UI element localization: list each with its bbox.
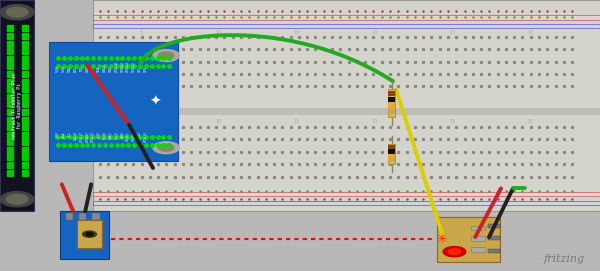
Bar bbox=[93, 192, 600, 196]
Text: 20: 20 bbox=[372, 120, 378, 124]
Text: 5: 5 bbox=[139, 120, 143, 124]
Bar bbox=[93, 201, 600, 205]
Bar bbox=[388, 144, 395, 164]
Text: 10: 10 bbox=[216, 30, 222, 35]
Text: CLK: CLK bbox=[91, 66, 95, 72]
Text: 25: 25 bbox=[450, 120, 456, 124]
Text: SCLK: SCLK bbox=[115, 131, 119, 139]
Text: 5: 5 bbox=[139, 30, 143, 35]
Text: 5.0V: 5.0V bbox=[62, 65, 66, 72]
Bar bbox=[388, 150, 395, 153]
Bar bbox=[472, 237, 485, 241]
Circle shape bbox=[443, 247, 466, 257]
Text: 25: 25 bbox=[450, 30, 456, 35]
Text: 5.0V: 5.0V bbox=[56, 65, 60, 72]
Text: GPIO24: GPIO24 bbox=[127, 61, 130, 72]
Text: SDA: SDA bbox=[62, 131, 66, 138]
Text: GND: GND bbox=[85, 65, 89, 72]
Text: CE1: CE1 bbox=[138, 66, 142, 72]
Circle shape bbox=[86, 233, 93, 236]
Text: MOSI: MOSI bbox=[103, 131, 107, 139]
Text: SDA: SDA bbox=[97, 66, 101, 72]
Bar bbox=[92, 213, 100, 220]
Text: 3.3V: 3.3V bbox=[97, 131, 101, 138]
Text: CE0: CE0 bbox=[144, 66, 148, 72]
Bar bbox=[388, 154, 395, 158]
Bar bbox=[472, 247, 485, 252]
Circle shape bbox=[1, 192, 34, 207]
Text: GND4: GND4 bbox=[103, 63, 107, 72]
Bar bbox=[79, 213, 86, 220]
Bar bbox=[488, 249, 500, 253]
Circle shape bbox=[7, 7, 28, 17]
Bar bbox=[388, 89, 395, 117]
Circle shape bbox=[83, 231, 97, 237]
Bar bbox=[93, 108, 600, 115]
Text: GPIO25: GPIO25 bbox=[132, 61, 136, 72]
Text: TX1: TX1 bbox=[80, 66, 83, 72]
Text: GPIO12: GPIO12 bbox=[138, 131, 142, 142]
Text: SCL: SCL bbox=[68, 131, 72, 137]
Bar bbox=[60, 211, 109, 259]
Text: GPIO6: GPIO6 bbox=[132, 131, 136, 141]
Text: GPIO27: GPIO27 bbox=[85, 131, 89, 142]
Bar bbox=[388, 158, 395, 163]
Text: GPIO22: GPIO22 bbox=[91, 131, 95, 142]
Text: GPIO13: GPIO13 bbox=[144, 131, 148, 142]
Bar bbox=[93, 24, 600, 28]
Text: MISO: MISO bbox=[109, 131, 113, 139]
Circle shape bbox=[448, 249, 461, 254]
Text: GPIO18: GPIO18 bbox=[115, 61, 119, 72]
Bar bbox=[472, 226, 485, 230]
Text: GPIO5: GPIO5 bbox=[127, 131, 130, 141]
Bar bbox=[49, 42, 178, 161]
Text: ✦: ✦ bbox=[149, 95, 161, 109]
Bar bbox=[93, 15, 600, 20]
Bar bbox=[77, 220, 102, 248]
Text: fritzing: fritzing bbox=[544, 254, 585, 264]
Circle shape bbox=[1, 5, 34, 20]
Bar bbox=[0, 0, 34, 211]
Bar bbox=[388, 145, 395, 149]
Text: Adafruit T-Cobbler Plus
for Raspberry Pi: Adafruit T-Cobbler Plus for Raspberry Pi bbox=[12, 73, 23, 139]
Text: 3.3V: 3.3V bbox=[56, 131, 60, 138]
Text: 30: 30 bbox=[528, 30, 534, 35]
Circle shape bbox=[158, 52, 174, 59]
Circle shape bbox=[153, 142, 179, 154]
Text: GPIO23: GPIO23 bbox=[121, 61, 124, 72]
Text: 20: 20 bbox=[372, 30, 378, 35]
Text: 15: 15 bbox=[294, 30, 300, 35]
Text: GND: GND bbox=[121, 131, 124, 138]
Text: 30: 30 bbox=[528, 120, 534, 124]
Bar bbox=[388, 97, 395, 102]
Bar bbox=[388, 103, 395, 108]
Text: 15: 15 bbox=[294, 120, 300, 124]
Text: GND4: GND4 bbox=[74, 131, 78, 140]
Text: RX1: RX1 bbox=[74, 66, 78, 72]
Bar bbox=[388, 109, 395, 114]
Bar bbox=[488, 236, 500, 240]
Text: GPIO17: GPIO17 bbox=[80, 131, 83, 142]
Text: 10: 10 bbox=[216, 120, 222, 124]
Bar bbox=[437, 217, 500, 262]
Circle shape bbox=[158, 144, 174, 151]
Text: GND: GND bbox=[68, 65, 72, 72]
Bar bbox=[388, 91, 395, 96]
Bar bbox=[66, 213, 73, 220]
Bar bbox=[488, 224, 500, 228]
Circle shape bbox=[153, 50, 179, 62]
Circle shape bbox=[7, 194, 28, 204]
Text: GND: GND bbox=[109, 65, 113, 72]
Bar bbox=[93, 0, 600, 211]
Text: ✳: ✳ bbox=[436, 233, 447, 246]
